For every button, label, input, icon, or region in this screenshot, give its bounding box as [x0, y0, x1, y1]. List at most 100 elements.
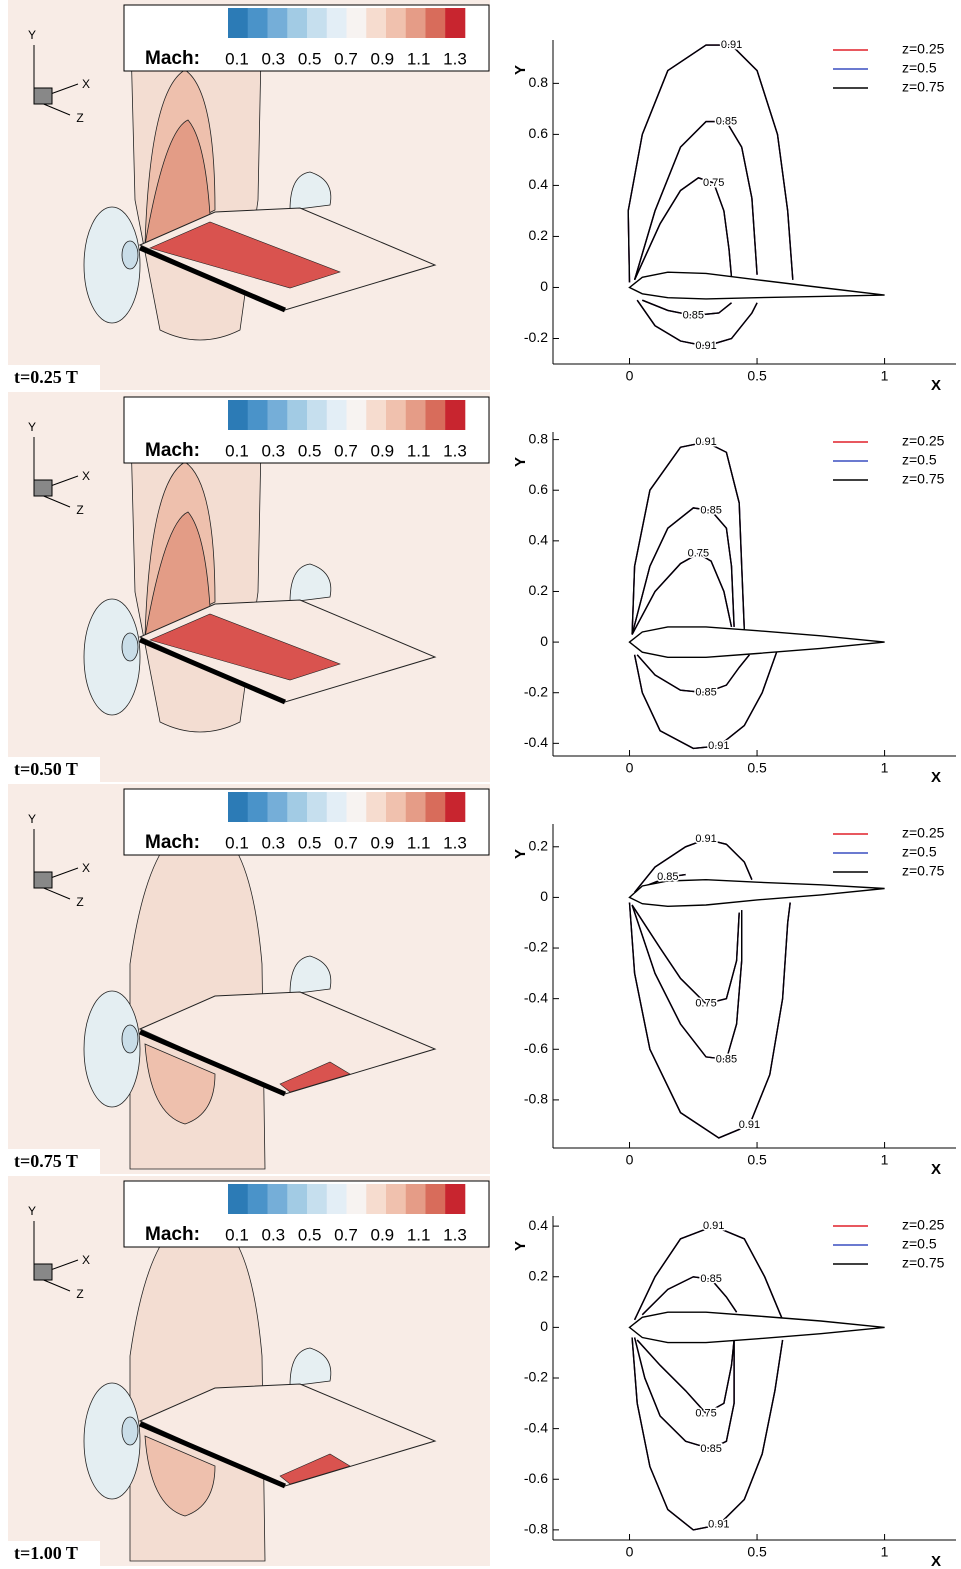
y-tick-label: -0.4	[524, 1419, 548, 1435]
contour-label: 0.85	[716, 1053, 737, 1065]
y-tick-label: 0.6	[529, 481, 549, 497]
x-tick-label: 0	[626, 1152, 634, 1168]
nose-bubble	[121, 240, 139, 270]
contour-line	[633, 120, 758, 280]
contour-line	[631, 441, 745, 635]
colorbar-swatch	[228, 400, 249, 430]
wing-red	[279, 1061, 351, 1093]
contour-line	[631, 552, 733, 635]
shock-bubble	[289, 1347, 332, 1387]
contour-plot: 0 0.5 1 -0.2 0 0.2 0.4 0.6 0.8 X Y 0.91 0.91 0.85 0.85…	[512, 38, 956, 394]
colorbar-swatch	[405, 1184, 426, 1214]
y-axis-label: Y	[512, 457, 529, 467]
colorbar-tick-label: 0.9	[371, 1225, 395, 1244]
wing-red	[149, 221, 341, 289]
y-tick-label: 0	[540, 1318, 548, 1334]
contour-label: 0.91	[739, 1119, 760, 1131]
colorbar-tick-label: 0.7	[334, 49, 358, 68]
y-tick-label: -0.4	[524, 989, 548, 1005]
contour-line	[641, 1276, 738, 1316]
contour-label: 0.91	[721, 39, 742, 51]
y-axis-label: Y	[512, 65, 529, 75]
legend-label: z=0.5	[902, 452, 937, 468]
time-label: t=0.25 T	[14, 367, 78, 387]
time-label-bg	[8, 1149, 100, 1174]
contour-line	[642, 299, 732, 317]
contour-line	[641, 1276, 738, 1316]
colorbar-tick-label: 1.3	[443, 441, 467, 460]
leading-edge	[139, 1029, 286, 1097]
y-tick-label: -0.2	[524, 1369, 548, 1385]
colorbar-tick-label: 0.7	[334, 833, 358, 852]
time-label-bg	[8, 757, 100, 782]
y-tick-label: 0.4	[529, 176, 549, 192]
contour-line	[631, 552, 733, 635]
time-label: t=1.00 T	[14, 1543, 78, 1563]
colorbar-swatch	[267, 8, 288, 38]
nose-bubble	[121, 1416, 139, 1446]
legend-label: z=0.25	[902, 41, 945, 57]
triad-label: Z	[76, 111, 83, 125]
colorbar-tick-label: 0.5	[298, 1225, 322, 1244]
shock-bubble	[289, 563, 332, 603]
colorbar-swatch	[346, 1184, 367, 1214]
colorbar-tick-label: 1.1	[407, 49, 431, 68]
plume	[144, 1043, 216, 1125]
contour-label: 0.85	[700, 1443, 721, 1455]
colorbar-tick-label: 0.7	[334, 1225, 358, 1244]
render-panel: Y X Z Mach: 0.1 0.3 0.5 0.7 0.9 1.1 1.3 t=0.75 T	[8, 784, 490, 1174]
colorbar-swatch	[247, 400, 268, 430]
contour-line	[633, 1337, 735, 1450]
time-label: t=0.50 T	[14, 759, 78, 779]
colorbar-swatch	[228, 8, 249, 38]
colorbar-swatch	[326, 400, 347, 430]
render-panel: Y X Z Mach: 0.1 0.3 0.5 0.7 0.9 1.1 1.3 t=0.50 T	[8, 392, 490, 782]
contour-label: 0.91	[695, 436, 716, 448]
legend-label: z=0.75	[902, 863, 945, 879]
contour-label: 0.85	[657, 871, 678, 883]
contour-line	[633, 120, 758, 280]
colorbar-tick-label: 1.1	[407, 441, 431, 460]
contour-label: 0.75	[688, 547, 709, 559]
colorbar-swatch	[366, 8, 387, 38]
contour-label: 0.75	[695, 998, 716, 1010]
y-tick-label: 0.2	[529, 227, 549, 243]
triad-label: Z	[76, 1287, 83, 1301]
contour-label: 0.91	[708, 1519, 729, 1531]
contour-line	[633, 177, 733, 281]
colorbar-swatch	[307, 8, 328, 38]
colorbar-tick-label: 0.1	[225, 441, 249, 460]
y-tick-label: -0.8	[524, 1091, 548, 1107]
legend-label: z=0.5	[902, 60, 937, 76]
colorbar-tick-label: 0.7	[334, 441, 358, 460]
nose-bubble	[121, 1024, 139, 1054]
contour-line	[636, 654, 750, 694]
contour-label: 0.85	[683, 309, 704, 321]
colorbar-swatch	[228, 792, 249, 822]
contour-line	[627, 44, 794, 283]
y-tick-label: 0.2	[529, 837, 549, 853]
wing-red	[279, 1453, 351, 1485]
triad-label: X	[82, 1253, 90, 1267]
x-tick-label: 0.5	[747, 760, 767, 776]
contour-line	[628, 902, 791, 1139]
plume	[144, 511, 211, 638]
y-tick-label: -0.2	[524, 329, 548, 345]
legend-label: z=0.25	[902, 825, 945, 841]
triad-cube	[33, 871, 53, 889]
colorbar-tick-label: 0.1	[225, 833, 249, 852]
airfoil	[628, 271, 885, 300]
x-tick-label: 0	[626, 760, 634, 776]
contour-line	[633, 120, 758, 280]
y-tick-label: -0.2	[524, 683, 548, 699]
y-tick-label: 0.8	[529, 74, 549, 90]
x-axis-label: X	[931, 377, 941, 394]
triad-label: X	[82, 77, 90, 91]
contour-label: 0.85	[695, 687, 716, 699]
legend-label: z=0.25	[902, 433, 945, 449]
colorbar-swatch	[267, 400, 288, 430]
colorbar-swatch	[445, 400, 466, 430]
y-tick-label: 0	[540, 888, 548, 904]
triad-label: Z	[76, 895, 83, 909]
colorbar-swatch	[267, 792, 288, 822]
